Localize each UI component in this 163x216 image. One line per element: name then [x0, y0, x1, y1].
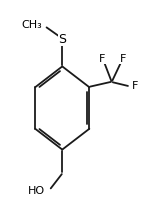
Text: F: F — [119, 54, 126, 65]
Text: F: F — [99, 54, 106, 65]
Text: CH₃: CH₃ — [22, 20, 42, 30]
Text: HO: HO — [28, 186, 45, 196]
Text: F: F — [132, 81, 138, 91]
Text: S: S — [58, 33, 66, 46]
